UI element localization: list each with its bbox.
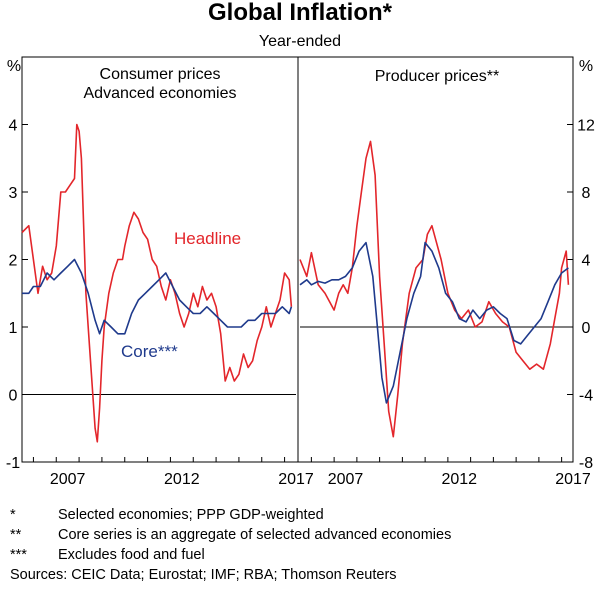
plot-frame (21, 56, 574, 463)
series-line-headline (299, 140, 570, 438)
footnote-row: ** Core series is an aggregate of select… (10, 525, 595, 545)
panel-title-producer: Producer prices** (375, 68, 500, 85)
right-axis-unit: % (579, 58, 593, 75)
footnote-row: *** Excludes food and fuel (10, 545, 595, 565)
series-line-core (299, 241, 569, 404)
y-tick-label: 0 (9, 388, 18, 405)
footnote-mark: ** (10, 527, 22, 543)
y-tick-label: -4 (579, 388, 593, 405)
sources: Sources: CEIC Data; Eurostat; IMF; RBA; … (10, 567, 397, 583)
y-tick-label: 4 (9, 118, 18, 135)
y-tick-label: 12 (577, 118, 595, 135)
footnote-text: Excludes food and fuel (58, 547, 205, 563)
left-axis-unit: % (7, 58, 21, 75)
footnote-mark: *** (10, 547, 27, 563)
core-label: Core*** (121, 342, 178, 361)
headline-label: Headline (174, 229, 241, 248)
chart-title: Global Inflation* (208, 0, 393, 26)
footnote-mark: * (10, 507, 16, 523)
x-tick-label: 2007 (328, 471, 364, 488)
panel-producer-prices: -8 -4 0 4 8 12 2007 2012 2017 (299, 118, 595, 488)
panel-title-consumer: Consumer prices (100, 66, 221, 83)
y-tick-label: 4 (582, 253, 591, 270)
x-tick-label: 2007 (50, 471, 86, 488)
panel-subtitle-consumer: Advanced economies (84, 85, 237, 102)
footnotes: * Selected economies; PPP GDP-weighted *… (10, 505, 595, 585)
chart-subtitle: Year-ended (259, 33, 341, 50)
y-tick-label: 1 (9, 320, 18, 337)
y-tick-label: 8 (582, 185, 591, 202)
footnote-text: Selected economies; PPP GDP-weighted (58, 507, 324, 523)
series-line-headline (21, 123, 293, 443)
x-tick-label: 2017 (555, 471, 591, 488)
series-line-core (22, 258, 293, 335)
y-tick-label: 0 (582, 320, 591, 337)
y-tick-label: -8 (579, 455, 593, 472)
footnote-text: Core series is an aggregate of selected … (58, 527, 452, 543)
y-tick-label: -1 (6, 455, 20, 472)
x-tick-label: 2017 (278, 471, 314, 488)
y-tick-label: 3 (9, 185, 18, 202)
x-tick-label: 2012 (164, 471, 200, 488)
footnote-row: * Selected economies; PPP GDP-weighted (10, 505, 595, 525)
panel-consumer-prices: -1 0 1 2 3 4 2007 2012 2017 (6, 118, 314, 489)
y-tick-label: 2 (9, 253, 18, 270)
x-tick-label: 2012 (441, 471, 477, 488)
